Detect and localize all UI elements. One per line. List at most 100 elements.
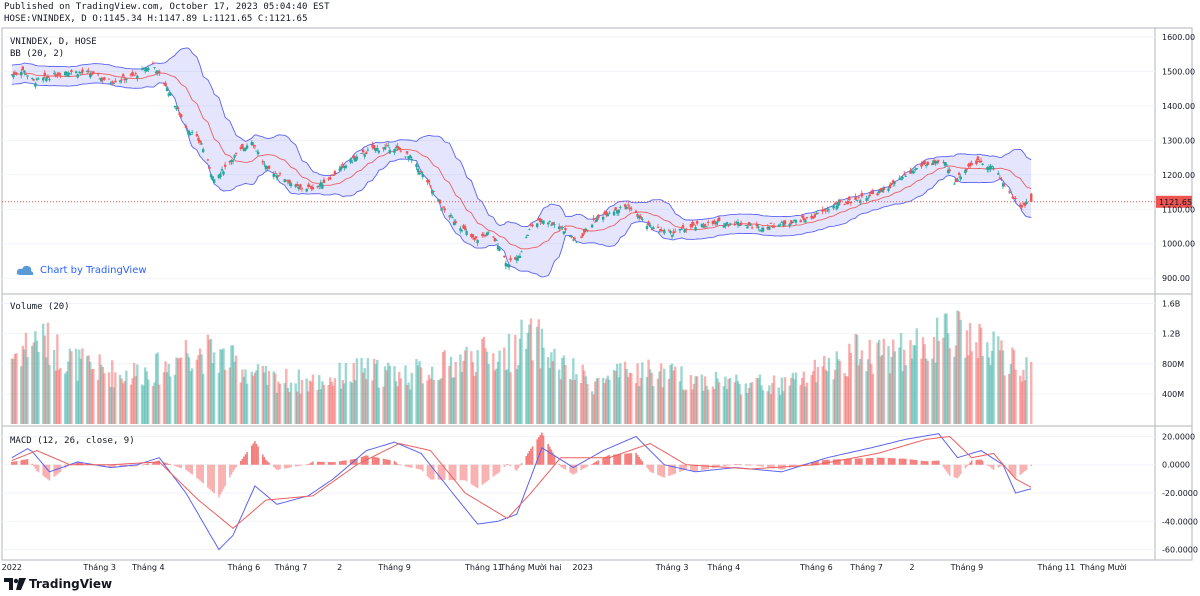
candle-body <box>440 208 443 211</box>
candle-body <box>208 167 211 169</box>
candle-body <box>583 229 586 233</box>
candle-body <box>706 222 710 224</box>
macd-histogram-bar <box>329 462 332 465</box>
candle-body <box>421 173 424 177</box>
macd-histogram-bar <box>668 464 670 476</box>
volume-bar <box>169 376 172 424</box>
macd-histogram-bar <box>823 460 826 465</box>
macd-histogram-bar <box>657 464 659 476</box>
volume-bar <box>548 367 551 424</box>
candle-body <box>241 144 244 148</box>
candle-body <box>330 174 333 176</box>
candle-body <box>305 188 308 192</box>
volume-bar <box>176 358 180 424</box>
volume-bar <box>233 361 236 424</box>
candle-body <box>772 226 776 228</box>
volume-bar <box>507 333 511 424</box>
volume-bar <box>790 377 793 424</box>
candle-body <box>978 160 981 163</box>
macd-line <box>11 433 1032 551</box>
volume-bar <box>954 345 958 424</box>
tradingview-logo[interactable]: TradingView <box>4 577 112 591</box>
candle-body <box>779 223 782 225</box>
macd-histogram-bar <box>859 458 862 465</box>
macd-histogram-bar <box>200 464 203 483</box>
candle-body <box>430 190 434 194</box>
volume-bar <box>129 384 133 424</box>
volume-bar <box>134 376 137 424</box>
macd-histogram-bar <box>492 464 495 477</box>
volume-bar <box>779 394 782 424</box>
macd-histogram-bar <box>793 464 796 467</box>
candle-body <box>394 147 398 149</box>
macd-histogram-bar <box>25 459 27 465</box>
candle-body <box>496 245 500 250</box>
macd-histogram-bar <box>54 464 57 476</box>
candle-body <box>722 225 726 228</box>
candle-body <box>768 226 771 230</box>
candle-body <box>504 262 508 267</box>
volume-bar <box>529 318 533 424</box>
tradingview-icon <box>4 578 26 590</box>
volume-bar <box>322 384 326 424</box>
volume-bar <box>619 363 622 424</box>
volume-bar <box>449 356 453 424</box>
candle-body <box>931 163 934 166</box>
macd-histogram-bar <box>597 460 600 465</box>
volume-bar <box>733 382 737 424</box>
candle-body <box>683 229 686 233</box>
macd-histogram-bar <box>594 462 597 465</box>
volume-bar <box>606 375 609 424</box>
macd-histogram-bar <box>164 462 167 465</box>
volume-bar <box>145 371 148 424</box>
published-line: Published on TradingView.com, October 17… <box>4 2 330 12</box>
candle-body <box>923 160 926 165</box>
volume-bar <box>1003 375 1006 424</box>
candle-body <box>283 179 286 183</box>
candle-body <box>441 207 445 209</box>
candle-body <box>761 227 765 232</box>
volume-bar <box>473 375 476 424</box>
volume-bar <box>45 357 48 424</box>
volume-bar <box>760 385 763 424</box>
macd-histogram-bar <box>443 464 446 480</box>
candle-body <box>197 137 200 141</box>
candle-body <box>277 175 280 177</box>
volume-bar <box>23 349 26 424</box>
last-price-label: 1121.65 <box>1159 198 1192 207</box>
candle-body <box>385 145 388 147</box>
volume-bar <box>388 365 392 424</box>
macd-histogram-bar <box>338 461 341 465</box>
macd-histogram-bar <box>312 461 314 465</box>
macd-histogram-bar <box>517 464 520 469</box>
macd-histogram-bar <box>988 464 990 467</box>
volume-bar <box>614 371 617 424</box>
macd-histogram-bar <box>78 462 81 465</box>
macd-histogram-bar <box>389 460 391 465</box>
volume-bar <box>661 387 664 424</box>
candle-body <box>888 184 892 189</box>
macd-histogram-bar <box>981 460 984 465</box>
macd-histogram-bar <box>857 458 860 465</box>
time-axis-label: Tháng 3 <box>82 563 116 572</box>
volume-bar <box>597 377 600 424</box>
candle-body <box>616 210 619 214</box>
volume-bar <box>454 361 457 424</box>
candle-body <box>81 69 84 73</box>
candle-body <box>460 230 464 232</box>
candle-body <box>125 78 128 81</box>
candle-body <box>92 71 95 74</box>
macd-histogram-bar <box>696 464 698 471</box>
chart-watermark[interactable]: Chart by TradingView <box>16 264 147 276</box>
volume-pane-title: Volume (20) <box>10 302 70 312</box>
volume-bar <box>321 381 324 424</box>
volume-bar <box>968 322 972 424</box>
candle-body <box>410 158 413 161</box>
candle-body <box>46 76 50 78</box>
candle-body <box>1020 205 1024 208</box>
bb-indicator-label: BB (20, 2) <box>10 49 64 59</box>
macd-histogram-bar <box>1022 464 1025 473</box>
candle-body <box>67 73 70 77</box>
macd-histogram-bar <box>887 458 890 465</box>
